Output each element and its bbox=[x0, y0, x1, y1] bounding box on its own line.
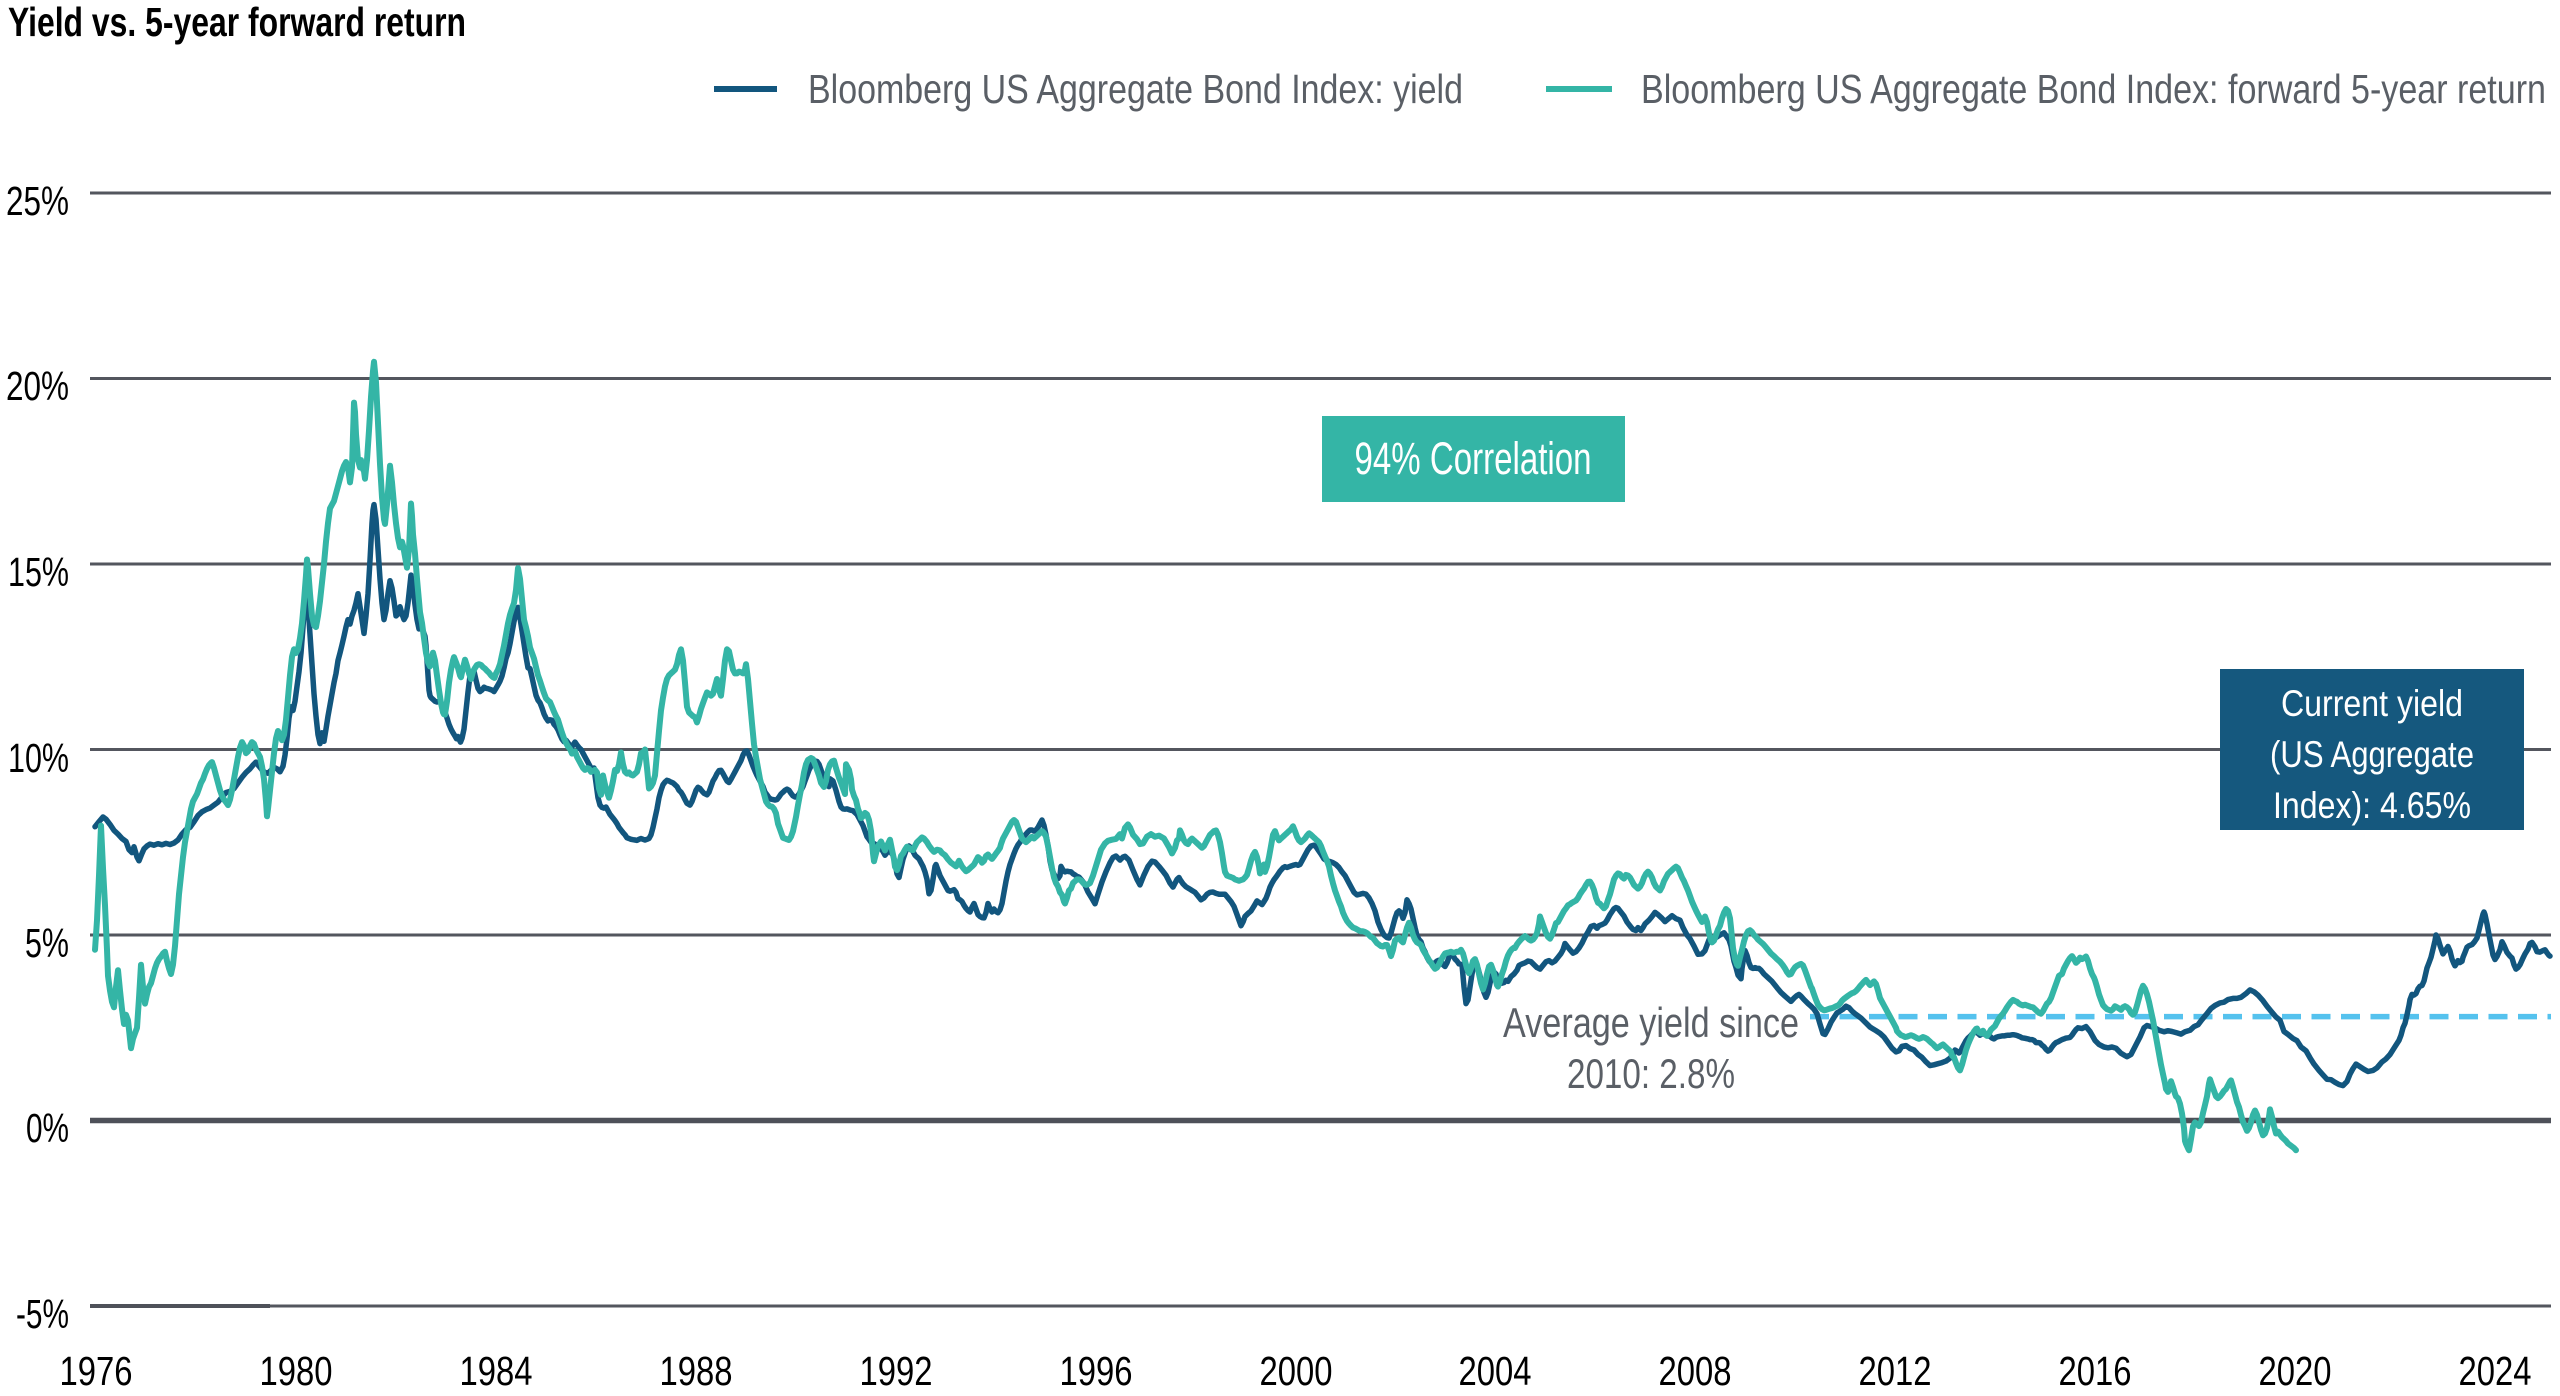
svg-text:2020: 2020 bbox=[2259, 1348, 2332, 1394]
svg-text:1980: 1980 bbox=[260, 1348, 333, 1394]
svg-text:15%: 15% bbox=[8, 549, 69, 595]
svg-text:2008: 2008 bbox=[1659, 1348, 1732, 1394]
svg-text:Average yield since: Average yield since bbox=[1503, 999, 1799, 1046]
svg-text:Bloomberg US Aggregate Bond In: Bloomberg US Aggregate Bond Index: forwa… bbox=[1641, 66, 2546, 112]
svg-text:2000: 2000 bbox=[1260, 1348, 1333, 1394]
svg-text:Index): 4.65%: Index): 4.65% bbox=[2273, 785, 2471, 826]
svg-text:1984: 1984 bbox=[460, 1348, 533, 1394]
svg-text:Bloomberg US Aggregate Bond In: Bloomberg US Aggregate Bond Index: yield bbox=[808, 66, 1463, 112]
svg-text:2016: 2016 bbox=[2059, 1348, 2132, 1394]
svg-text:1992: 1992 bbox=[860, 1348, 933, 1394]
svg-text:25%: 25% bbox=[6, 178, 69, 224]
svg-text:1988: 1988 bbox=[660, 1348, 733, 1394]
svg-text:10%: 10% bbox=[8, 735, 69, 781]
svg-text:(US Aggregate: (US Aggregate bbox=[2270, 734, 2474, 775]
svg-text:Yield vs. 5-year forward retur: Yield vs. 5-year forward return bbox=[8, 0, 466, 45]
svg-text:2004: 2004 bbox=[1459, 1348, 1532, 1394]
svg-text:1996: 1996 bbox=[1060, 1348, 1133, 1394]
svg-text:2024: 2024 bbox=[2459, 1348, 2532, 1394]
svg-text:94% Correlation: 94% Correlation bbox=[1355, 433, 1592, 484]
svg-text:Current yield: Current yield bbox=[2281, 683, 2463, 724]
svg-text:2010: 2.8%: 2010: 2.8% bbox=[1567, 1050, 1735, 1097]
svg-text:5%: 5% bbox=[25, 920, 69, 966]
svg-text:1976: 1976 bbox=[60, 1348, 133, 1394]
svg-text:0%: 0% bbox=[26, 1105, 69, 1151]
svg-text:2012: 2012 bbox=[1859, 1348, 1932, 1394]
svg-text:20%: 20% bbox=[6, 363, 69, 409]
svg-text:-5%: -5% bbox=[16, 1291, 69, 1337]
